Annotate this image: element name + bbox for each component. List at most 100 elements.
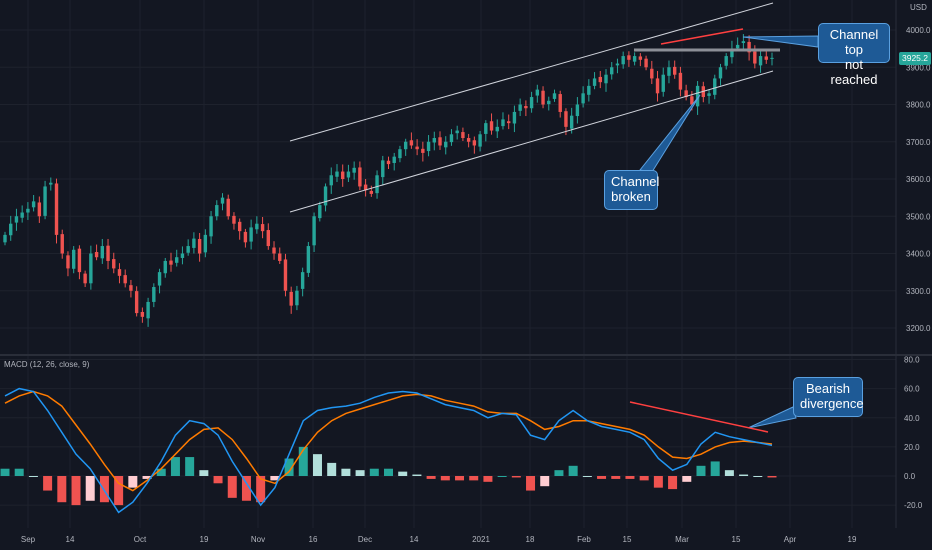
candle-body bbox=[341, 171, 345, 179]
macd-tick-label: -20.0 bbox=[904, 501, 923, 510]
macd-histogram-bar bbox=[199, 470, 209, 476]
candle-body bbox=[644, 58, 648, 68]
x-tick-label: 14 bbox=[66, 535, 75, 544]
candle-body bbox=[770, 57, 774, 59]
candle-body bbox=[386, 160, 391, 165]
macd-histogram-bar bbox=[57, 476, 67, 503]
candle-body bbox=[432, 138, 436, 143]
candle-body bbox=[518, 104, 522, 111]
x-tick-label: 19 bbox=[848, 535, 857, 544]
candle-body bbox=[54, 183, 59, 235]
macd-tick-label: 0.0 bbox=[904, 472, 916, 481]
macd-histogram-bar bbox=[298, 446, 308, 476]
macd-tick-label: 60.0 bbox=[904, 385, 920, 394]
candle-body bbox=[49, 182, 53, 185]
x-tick-label: Oct bbox=[134, 535, 147, 544]
candle-body bbox=[615, 63, 620, 66]
macd-histogram-bar bbox=[753, 476, 763, 477]
candle-body bbox=[94, 252, 99, 258]
candle-body bbox=[581, 93, 585, 104]
candle-body bbox=[3, 234, 7, 243]
candle-body bbox=[117, 269, 122, 276]
candle-body bbox=[667, 67, 671, 76]
candle-body bbox=[632, 56, 637, 62]
price-tick-label: 3400.0 bbox=[906, 250, 931, 259]
x-tick-label: 15 bbox=[732, 535, 741, 544]
channel-upper-line bbox=[289, 2, 774, 142]
macd-indicator-title[interactable]: MACD (12, 26, close, 9) bbox=[4, 360, 90, 369]
channel-top-pointer bbox=[742, 35, 819, 48]
candle-body bbox=[764, 56, 768, 60]
candle-body bbox=[707, 93, 711, 96]
macd-histogram-bar bbox=[554, 470, 564, 476]
candle-body bbox=[690, 96, 694, 105]
price-tick-label: 3600.0 bbox=[906, 175, 931, 184]
candle-body bbox=[638, 56, 643, 60]
x-tick-label: Apr bbox=[784, 535, 797, 544]
candle-body bbox=[186, 246, 190, 253]
x-tick-label: Sep bbox=[21, 535, 36, 544]
candle-body bbox=[592, 78, 597, 86]
candle-body bbox=[71, 249, 76, 269]
candle-body bbox=[541, 90, 545, 105]
candle-body bbox=[312, 216, 316, 246]
candle-body bbox=[684, 90, 688, 98]
candle-body bbox=[26, 208, 30, 213]
candle-body bbox=[249, 227, 253, 242]
macd-histogram-bar bbox=[142, 476, 152, 479]
macd-histogram-bar bbox=[625, 476, 635, 479]
candle-body bbox=[283, 259, 288, 291]
candle-body bbox=[449, 134, 454, 143]
macd-histogram-bar bbox=[227, 476, 237, 498]
candle-body bbox=[529, 97, 534, 109]
candle-body bbox=[129, 285, 133, 291]
macd-histogram-bar bbox=[540, 476, 550, 487]
macd-histogram-bar bbox=[526, 476, 536, 491]
candle-body bbox=[495, 126, 499, 132]
candle-body bbox=[14, 216, 19, 223]
candle-body bbox=[661, 74, 665, 92]
candle-body bbox=[157, 272, 162, 286]
macd-histogram-bar bbox=[469, 476, 479, 481]
candle-body bbox=[237, 221, 242, 232]
candle-body bbox=[66, 255, 70, 269]
macd-histogram-bar bbox=[497, 476, 507, 477]
macd-tick-label: 20.0 bbox=[904, 443, 920, 452]
macd-histogram-bar bbox=[398, 471, 408, 476]
macd-histogram-bar bbox=[426, 476, 436, 479]
macd-histogram-bar bbox=[341, 468, 351, 476]
candle-body bbox=[83, 273, 87, 284]
candle-body bbox=[43, 186, 47, 216]
candle-body bbox=[37, 202, 42, 217]
candle-body bbox=[140, 311, 145, 317]
candle-body bbox=[392, 156, 396, 163]
channel-lower-line bbox=[289, 70, 774, 213]
candle-body bbox=[272, 247, 276, 254]
candle-body bbox=[232, 215, 236, 224]
x-tick-label: 18 bbox=[526, 535, 535, 544]
candle-body bbox=[552, 93, 557, 99]
macd-tick-label: 40.0 bbox=[904, 414, 920, 423]
candle-body bbox=[134, 291, 139, 314]
macd-histogram-bar bbox=[312, 454, 322, 476]
x-tick-label: 2021 bbox=[472, 535, 490, 544]
currency-label: USD bbox=[910, 3, 927, 12]
candle-body bbox=[438, 137, 442, 146]
macd-histogram-bar bbox=[483, 476, 493, 482]
candle-body bbox=[318, 205, 322, 219]
candle-body bbox=[381, 160, 385, 178]
macd-histogram-bar bbox=[114, 476, 124, 506]
candle-body bbox=[735, 44, 740, 49]
candle-body bbox=[512, 111, 517, 124]
candle-body bbox=[501, 119, 505, 127]
x-tick-label: Feb bbox=[577, 535, 591, 544]
macd-histogram-bar bbox=[412, 474, 422, 476]
candle-body bbox=[598, 76, 602, 83]
macd-histogram-bar bbox=[611, 476, 621, 479]
candle-body bbox=[152, 287, 156, 302]
x-tick-label: Nov bbox=[251, 535, 265, 544]
candle-body bbox=[335, 171, 339, 177]
candle-body bbox=[627, 55, 631, 60]
channel-top-callout: Channel top not reached bbox=[818, 23, 890, 87]
